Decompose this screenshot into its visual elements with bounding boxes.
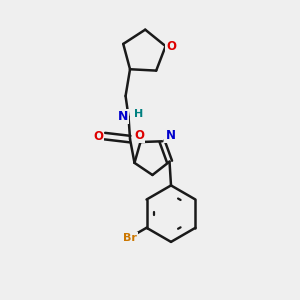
Text: N: N	[165, 129, 176, 142]
Text: O: O	[134, 129, 144, 142]
Text: H: H	[134, 110, 144, 119]
Text: Br: Br	[123, 233, 137, 243]
Text: O: O	[166, 40, 176, 52]
Text: O: O	[93, 130, 103, 142]
Text: N: N	[118, 110, 128, 123]
